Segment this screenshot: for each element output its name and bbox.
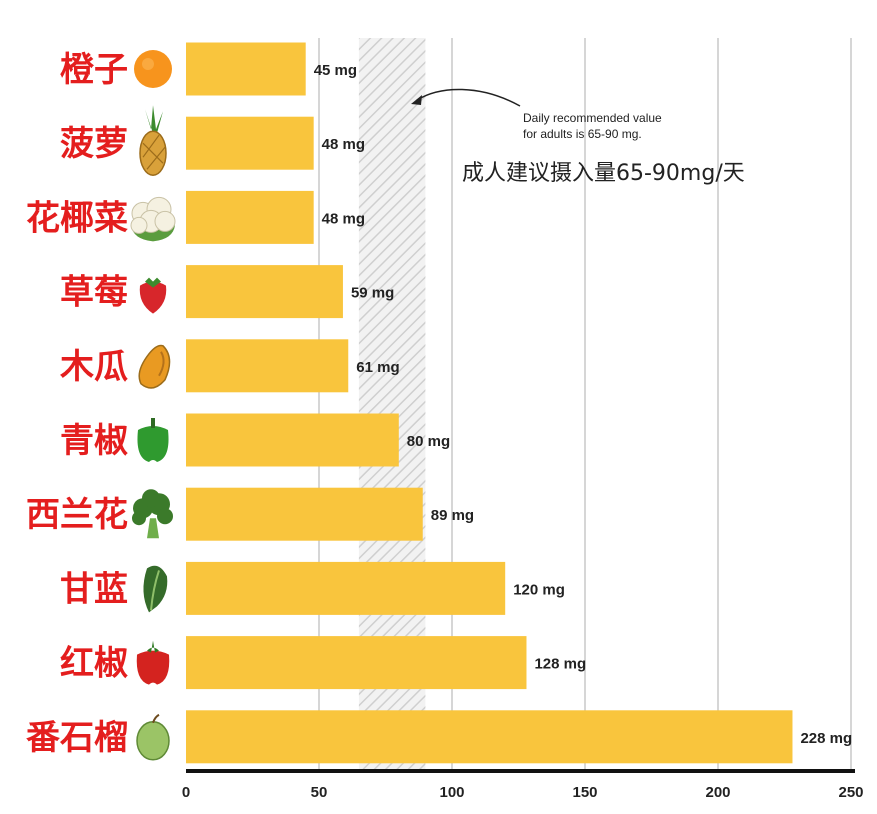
category-label: 花椰菜 [26,198,128,238]
value-label: 228 mg [800,730,852,747]
annotation-arrowhead [411,95,422,105]
value-label: 45 mg [314,62,357,79]
value-label: 89 mg [431,507,474,524]
annotation-zh: 成人建议摄入量65-90mg/天 [462,161,745,186]
category-label: 菠萝 [60,124,128,164]
bar [186,561,506,615]
category-label: 草莓 [60,273,128,313]
bar [186,42,306,96]
category-label: 青椒 [60,421,128,461]
broccoli-icon [132,489,173,539]
green-pepper-icon [137,418,169,462]
strawberry-icon [139,277,167,314]
orange-icon [134,50,172,88]
bar [186,413,399,467]
red-pepper-icon [136,640,170,685]
bar [186,636,527,690]
cauliflower-icon [130,196,176,242]
value-label: 48 mg [322,136,365,153]
x-tick-label: 150 [572,784,597,801]
annotation-en-line2: for adults is 65-90 mg. [523,127,642,141]
value-label: 80 mg [407,433,450,450]
annotation-arrow [416,88,521,107]
value-label: 120 mg [513,581,565,598]
category-label: 红椒 [60,644,128,684]
category-label: 甘蓝 [60,569,128,609]
bar [186,190,314,244]
x-tick-label: 100 [439,784,464,801]
value-label: 48 mg [322,210,365,227]
x-tick-label: 250 [838,784,863,801]
annotation-en-line1: Daily recommended value [523,111,662,125]
papaya-icon [138,344,171,389]
value-label: 59 mg [351,285,394,302]
x-tick-label: 50 [311,784,328,801]
bar [186,487,423,541]
x-tick-label: 200 [705,784,730,801]
category-label: 西兰花 [26,495,128,535]
bar [186,339,349,393]
value-label: 128 mg [534,656,586,673]
bar [186,265,343,319]
category-label: 橙子 [60,50,128,90]
guava-icon [136,713,170,761]
category-label: 番石榴 [26,718,128,758]
category-label: 木瓜 [59,347,128,387]
bar [186,116,314,170]
bar [186,710,793,764]
value-label: 61 mg [356,359,399,376]
pineapple-icon [139,105,167,176]
x-tick-label: 0 [182,784,190,801]
kale-icon [143,565,168,613]
